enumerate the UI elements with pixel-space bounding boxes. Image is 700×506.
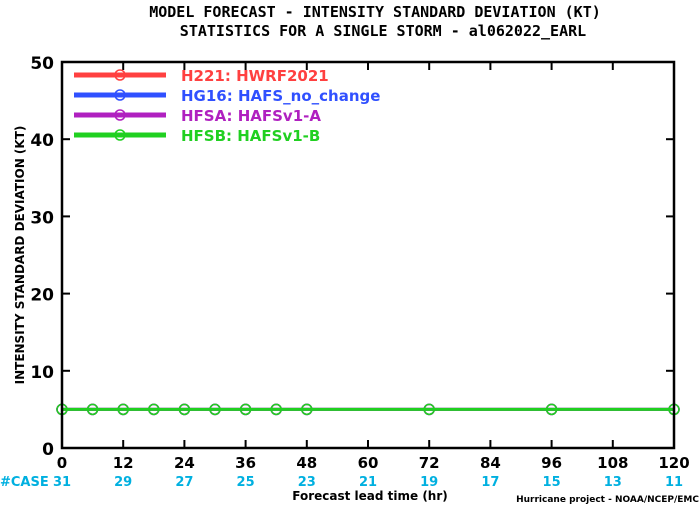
y-tick-label: 0 — [42, 440, 54, 460]
case-count: 17 — [481, 475, 499, 490]
plot-frame — [60, 60, 676, 450]
case-count: 15 — [543, 475, 561, 490]
x-tick-label: 108 — [597, 454, 628, 472]
x-tick-label: 72 — [419, 454, 440, 472]
y-tick-label: 20 — [30, 286, 54, 306]
ticks-layer: 0 12 24 36 48 60 72 84 96 108 120 0 10 20 30 40 50 — [30, 54, 689, 472]
legend-label: HFSA: HAFSv1-A — [181, 107, 321, 125]
data-point — [270, 403, 282, 416]
chart-subtitle: STATISTICS FOR A SINGLE STORM - al062022… — [180, 22, 586, 40]
x-tick-label: 48 — [296, 454, 317, 472]
data-point — [148, 403, 160, 416]
x-tick-label: 12 — [113, 454, 134, 472]
x-axis-label: Forecast lead time (hr) — [292, 489, 448, 503]
case-count: 29 — [114, 475, 132, 490]
legend-marker — [114, 69, 126, 81]
legend-label: H221: HWRF2021 — [181, 67, 329, 85]
x-tick-label: 0 — [57, 454, 67, 472]
case-count: 31 — [53, 475, 71, 490]
y-tick-label: 50 — [30, 54, 54, 74]
case-count: 13 — [604, 475, 622, 490]
legend-marker — [114, 129, 126, 141]
data-point — [423, 403, 435, 416]
x-tick-label: 36 — [235, 454, 256, 472]
chart-title: MODEL FORECAST - INTENSITY STANDARD DEVI… — [149, 3, 601, 21]
case-count: 27 — [175, 475, 193, 490]
y-tick-label: 30 — [30, 208, 54, 228]
legend-marker — [114, 109, 126, 121]
data-point — [117, 403, 129, 416]
data-point — [301, 403, 313, 416]
credit-text: Hurricane project - NOAA/NCEP/EMC — [516, 495, 699, 505]
case-count: 11 — [665, 475, 683, 490]
case-count-label: #CASE — [0, 475, 49, 490]
case-count: 21 — [359, 475, 377, 490]
x-tick-label: 24 — [174, 454, 195, 472]
series-layer — [56, 403, 680, 416]
data-point — [239, 403, 252, 416]
case-count: 25 — [237, 475, 255, 490]
x-tick-label: 96 — [541, 454, 562, 472]
y-tick-label: 10 — [30, 363, 54, 383]
y-tick-label: 40 — [30, 131, 54, 151]
legend-marker — [114, 89, 126, 101]
legend-label: HG16: HAFS_no_change — [181, 87, 380, 105]
x-tick-label: 120 — [658, 454, 689, 472]
data-point — [209, 403, 221, 416]
data-point — [86, 403, 99, 416]
case-counts: 31 29 27 25 23 21 19 17 15 13 11 — [53, 475, 683, 490]
data-point — [178, 403, 191, 416]
legend-label: HFSB: HAFSv1-B — [181, 127, 320, 145]
case-count: 19 — [420, 475, 438, 490]
y-axis-label: INTENSITY STANDARD DEVIATION (KT) — [13, 126, 27, 385]
x-tick-label: 84 — [480, 454, 501, 472]
x-tick-label: 60 — [358, 454, 379, 472]
case-count: 23 — [298, 475, 316, 490]
data-point — [545, 403, 558, 416]
legend: H221: HWRF2021 HG16: HAFS_no_change HFSA: … — [74, 67, 380, 145]
